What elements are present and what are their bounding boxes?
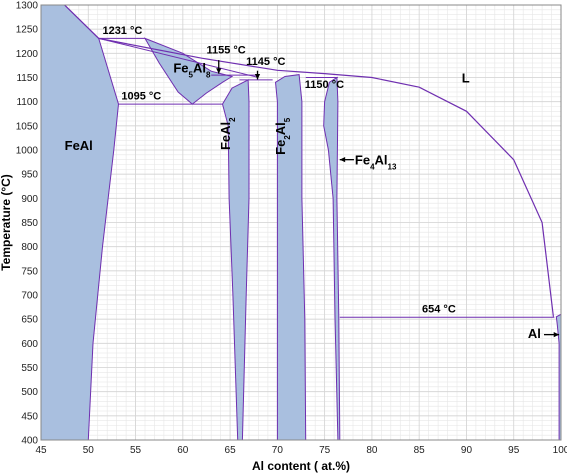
plot-frame [40,4,562,441]
arrow-head [216,68,222,74]
y-tick-label: 900 [21,194,38,205]
phase-region [274,74,307,441]
phase-regions [40,4,562,441]
phase-label: FeAl [65,138,93,153]
y-tick-label: 1200 [16,49,39,60]
x-tick-label: 60 [177,445,189,456]
y-tick-label: 650 [21,315,38,326]
y-tick-label: 1100 [16,97,38,108]
x-tick-label: 75 [319,445,331,456]
phase-label: Al [528,326,541,341]
x-tick-label: 90 [461,445,473,456]
phase-label: Fe5Al8 [173,61,211,80]
y-tick-label: 850 [21,218,38,229]
x-tick-label: 55 [130,445,142,456]
x-tick-label: 80 [366,445,378,456]
boundary-line [98,37,259,78]
phase-region [323,76,341,441]
phase-label: L [462,70,470,85]
y-tick-label: 1150 [16,73,38,84]
x-axis-label: Al content ( at.%) [252,459,350,473]
x-tick-label: 100 [553,445,567,456]
invariant-temperature-label: 1145 °C [246,56,285,68]
y-tick-label: 800 [21,242,38,253]
y-tick-label: 600 [21,339,38,350]
y-tick-label: 950 [21,170,38,181]
phase-label: Fe4Al13 [355,153,397,172]
y-tick-label: 750 [21,266,38,277]
y-axis-label: Temperature (°C) [0,174,13,271]
y-tick-label: 1300 [16,1,39,12]
arrow-head [553,332,560,338]
x-tick-label: 70 [272,445,284,456]
x-tick-label: 95 [508,445,520,456]
y-tick-label: 550 [21,363,38,374]
liquidus-line [64,4,554,317]
arrow-head [339,157,346,163]
x-tick-label: 85 [414,445,426,456]
y-tick-label: 1250 [16,25,39,36]
phase-region [221,79,250,441]
x-tick-label: 45 [35,445,47,456]
arrow-head [254,74,261,80]
y-tick-label: 500 [21,387,38,398]
y-tick-labels: 400 450 500 550 600 650 700 750 800 850 900 950 1000… [16,1,39,447]
boundary-lines [64,4,555,318]
x-tick-label: 65 [225,445,237,456]
y-tick-label: 400 [21,436,38,447]
x-tick-labels: 45 50 55 60 65 70 75 80 85 90 95 100 [35,445,567,456]
invariant-temperature-label: 1155 °C [206,44,245,56]
invariant-temperature-label: 654 °C [422,303,456,315]
y-tick-label: 1000 [16,146,39,157]
phase-label: Fe2Al5 [273,117,292,155]
invariant-temperature-label: 1095 °C [121,90,161,102]
invariant-temperature-label: 1231 °C [102,25,142,37]
phase-label: FeAl2 [218,117,237,150]
y-tick-label: 1050 [16,121,39,132]
y-tick-label: 450 [21,411,38,422]
x-tick-label: 50 [83,445,95,456]
invariant-temperature-label: 1150 °C [305,79,344,91]
y-tick-label: 700 [21,291,38,302]
